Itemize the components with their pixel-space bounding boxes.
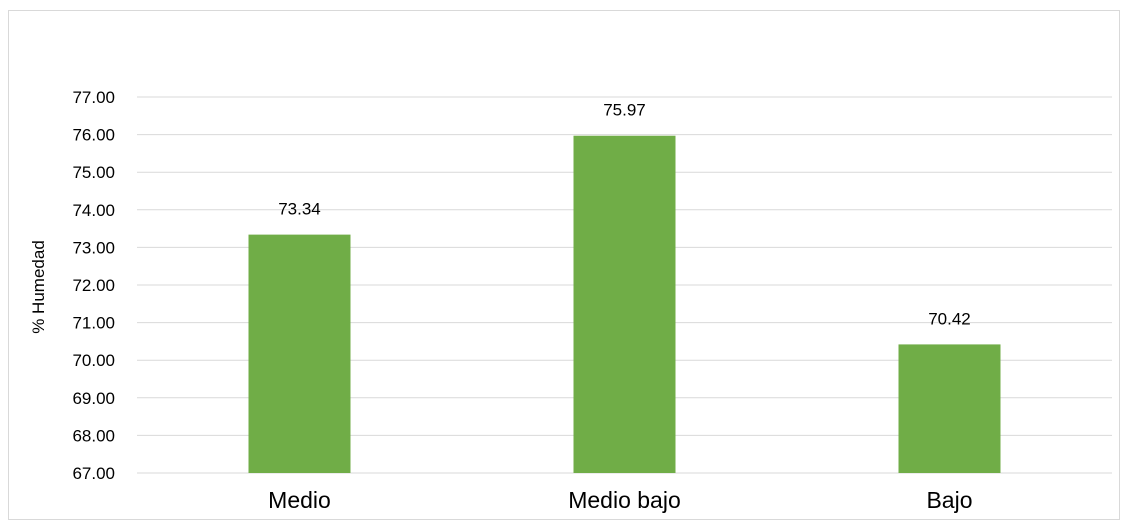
bar — [898, 344, 1001, 473]
y-axis-tick-labels: 67.00 68.00 69.00 70.00 71.00 72.00 73.00 74.00… — [72, 88, 115, 483]
x-axis-category-labels: Medio Medio bajo Bajo — [268, 487, 972, 513]
data-label: 75.97 — [603, 101, 646, 120]
y-tick-label: 77.00 — [72, 88, 115, 107]
y-tick-label: 74.00 — [72, 201, 115, 220]
y-tick-label: 72.00 — [72, 276, 115, 295]
y-tick-label: 71.00 — [72, 314, 115, 333]
y-tick-label: 68.00 — [72, 426, 115, 445]
y-tick-label: 67.00 — [72, 464, 115, 483]
y-axis-title: % Humedad — [29, 240, 48, 334]
data-label: 70.42 — [928, 309, 971, 328]
y-tick-label: 76.00 — [72, 126, 115, 145]
bar — [248, 234, 351, 473]
x-category-label: Medio bajo — [568, 487, 681, 513]
x-category-label: Medio — [268, 487, 331, 513]
y-tick-label: 75.00 — [72, 163, 115, 182]
bar — [573, 135, 676, 473]
y-tick-label: 70.00 — [72, 351, 115, 370]
y-tick-label: 69.00 — [72, 389, 115, 408]
data-label: 73.34 — [278, 200, 321, 219]
y-tick-label: 73.00 — [72, 238, 115, 257]
data-labels: 73.34 75.97 70.42 — [278, 101, 971, 329]
bars — [248, 135, 1001, 473]
x-category-label: Bajo — [926, 487, 972, 513]
